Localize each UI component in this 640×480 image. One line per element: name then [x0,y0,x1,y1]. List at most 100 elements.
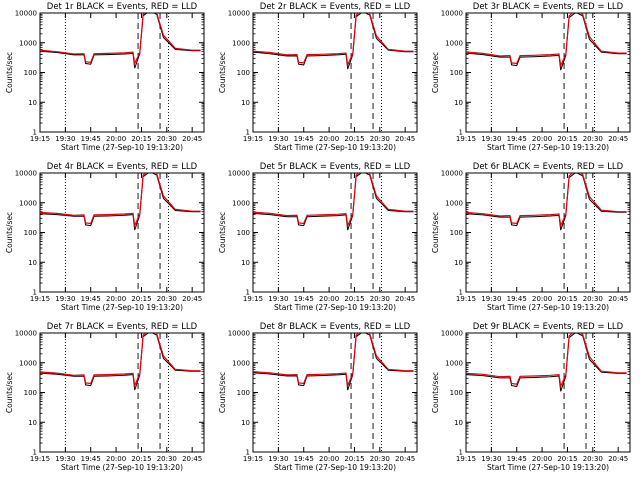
x-tick-label: 19:45 [81,135,101,143]
y-tick-label: 10000 [441,170,463,178]
panel-7: Det 7r BLACK = Events, RED = LLD 1 10 100 10… [5,322,205,472]
lld-series-line [253,173,414,228]
x-tick-label: 20:15 [131,135,151,143]
series-layer [40,173,201,231]
events-series-line [466,333,627,392]
x-tick-label: 20:30 [370,295,390,303]
x-axis-label: Start Time (27-Sep-10 19:13:20) [61,463,183,472]
y-tick-label: 1000 [19,199,37,207]
x-tick-label: 20:45 [395,135,415,143]
panel-6: Det 6r BLACK = Events, RED = LLD 1 10 100 10… [431,162,631,312]
y-tick-label: 100 [24,69,37,77]
x-tick-label: 20:15 [557,295,577,303]
events-series-line [40,13,201,69]
x-tick-label: 20:45 [182,135,202,143]
x-tick-label: 20:30 [583,295,603,303]
y-axis-label: Counts/sec [218,212,227,253]
x-tick-label: 20:45 [395,455,415,463]
y-tick-label: 1000 [232,359,250,367]
axes-frame [252,12,418,133]
y-tick-label: 1000 [445,359,463,367]
y-tick-label: 10000 [15,330,37,338]
x-axis-label: Start Time (27-Sep-10 19:13:20) [274,303,396,312]
axes-frame [39,12,205,133]
y-tick-label: 1 [246,449,250,457]
lld-series-line [253,333,414,388]
y-tick-label: 1000 [19,39,37,47]
x-tick-label: 20:15 [344,455,364,463]
x-tick-label: 19:30 [481,135,501,143]
x-tick-label: 19:30 [55,455,75,463]
y-axis-label: Counts/sec [5,212,14,253]
lld-series-line [40,173,201,228]
events-series-line [40,333,201,391]
panel-5: Det 5r BLACK = Events, RED = LLD 1 10 100 10… [218,162,418,312]
x-tick-label: 19:45 [507,135,527,143]
lld-series-line [40,333,201,388]
lld-series-line [40,13,201,66]
y-tick-label: 100 [450,229,463,237]
y-tick-label: 10 [241,99,250,107]
series-layer [40,333,201,391]
y-tick-label: 1000 [19,359,37,367]
x-tick-label: 20:30 [370,135,390,143]
x-tick-label: 20:45 [182,295,202,303]
x-tick-label: 19:30 [268,295,288,303]
x-tick-label: 20:15 [131,295,151,303]
x-tick-label: 20:00 [532,295,552,303]
x-axis-label: Start Time (27-Sep-10 19:13:20) [487,463,609,472]
y-tick-label: 1000 [445,39,463,47]
y-tick-label: 1 [459,289,463,297]
x-tick-label: 19:30 [481,295,501,303]
series-layer [466,333,627,392]
x-tick-label: 19:30 [268,455,288,463]
x-tick-label: 19:30 [55,295,75,303]
y-tick-label: 1 [459,129,463,137]
x-tick-label: 20:30 [157,295,177,303]
x-tick-label: 20:00 [532,135,552,143]
y-tick-label: 1 [246,289,250,297]
y-axis-label: Counts/sec [218,372,227,413]
x-tick-label: 20:15 [344,135,364,143]
panel-title: Det 8r BLACK = Events, RED = LLD [260,322,411,332]
events-series-line [466,173,627,231]
x-tick-label: 20:45 [608,455,628,463]
x-tick-label: 19:15 [243,295,263,303]
events-series-line [253,173,414,231]
x-tick-label: 19:45 [507,295,527,303]
y-tick-label: 1000 [445,199,463,207]
y-tick-label: 100 [237,229,250,237]
x-tick-label: 19:15 [243,455,263,463]
y-tick-label: 10 [28,419,37,427]
x-tick-label: 19:45 [294,455,314,463]
axes-frame [252,332,418,453]
x-tick-label: 20:15 [557,455,577,463]
x-tick-label: 19:15 [30,455,50,463]
x-tick-label: 20:30 [370,455,390,463]
y-tick-label: 10000 [228,330,250,338]
x-tick-label: 20:45 [395,295,415,303]
x-axis-label: Start Time (27-Sep-10 19:13:20) [487,143,609,152]
x-axis-label: Start Time (27-Sep-10 19:13:20) [61,303,183,312]
x-tick-label: 20:00 [106,455,126,463]
axes-frame [465,332,631,453]
y-tick-label: 1 [33,449,37,457]
panel-1: Det 1r BLACK = Events, RED = LLD 1 10 100 10… [5,2,205,152]
y-tick-label: 10 [28,99,37,107]
x-tick-label: 20:30 [157,135,177,143]
panel-4: Det 4r BLACK = Events, RED = LLD 1 10 100 10… [5,162,205,312]
y-tick-label: 100 [450,69,463,77]
y-tick-label: 100 [450,389,463,397]
y-tick-label: 10000 [441,330,463,338]
x-axis-label: Start Time (27-Sep-10 19:13:20) [61,143,183,152]
x-tick-label: 19:15 [456,295,476,303]
y-tick-label: 10 [28,259,37,267]
x-tick-label: 19:15 [456,455,476,463]
x-tick-label: 20:00 [319,295,339,303]
x-tick-label: 19:30 [481,455,501,463]
x-tick-label: 19:30 [268,135,288,143]
x-tick-label: 20:00 [319,135,339,143]
x-tick-label: 19:15 [243,135,263,143]
x-tick-label: 19:45 [294,295,314,303]
